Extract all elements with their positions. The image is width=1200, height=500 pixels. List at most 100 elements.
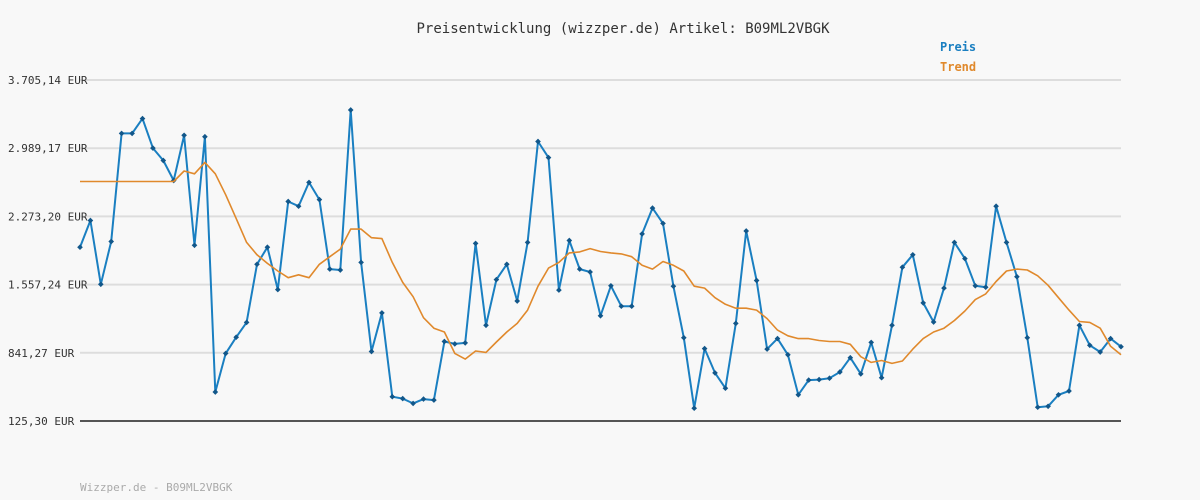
data-point-preis — [295, 203, 302, 210]
data-point-preis — [77, 244, 83, 251]
data-point-preis — [587, 269, 593, 275]
legend-item-trend: Trend — [940, 60, 976, 74]
data-point-preis — [87, 217, 94, 224]
data-point-preis — [576, 266, 583, 272]
data-point-preis — [670, 283, 677, 290]
data-point-preis — [930, 319, 937, 325]
data-point-preis — [389, 393, 396, 400]
data-point-preis — [97, 281, 104, 288]
data-point-preis — [139, 115, 146, 122]
y-tick-label: 2.273,20 EUR — [8, 210, 88, 223]
data-point-preis — [701, 345, 708, 352]
data-point-preis — [597, 312, 604, 319]
data-point-preis — [503, 261, 510, 268]
footer-text: Wizzper.de - B09ML2VBGK — [80, 481, 233, 494]
data-point-preis — [868, 339, 875, 346]
series-group — [77, 107, 1124, 412]
y-tick-label: 2.989,17 EUR — [8, 142, 88, 155]
data-point-preis — [649, 205, 656, 211]
data-point-preis — [993, 203, 999, 210]
data-point-preis — [472, 240, 479, 247]
data-point-preis — [243, 319, 250, 326]
data-point-preis — [878, 374, 885, 381]
y-tick-label: 841,27 EUR — [8, 347, 75, 360]
data-point-preis — [743, 228, 750, 234]
data-point-preis — [972, 282, 979, 289]
data-point-preis — [306, 179, 312, 186]
data-point-preis — [129, 130, 135, 137]
data-point-preis — [1003, 239, 1010, 246]
data-point-preis — [150, 145, 156, 151]
legend-item-preis: Preis — [940, 40, 976, 54]
data-point-preis — [691, 405, 698, 412]
data-point-preis — [566, 237, 573, 244]
data-point-preis — [1086, 342, 1093, 349]
data-point-preis — [951, 239, 958, 246]
data-point-preis — [1034, 404, 1041, 411]
data-point-preis — [462, 340, 469, 346]
series-line-trend — [80, 161, 1122, 365]
data-point-preis — [837, 369, 843, 375]
data-point-preis — [909, 251, 916, 258]
data-point-preis — [1045, 403, 1051, 410]
data-point-preis — [785, 351, 791, 358]
data-point-preis — [222, 350, 229, 357]
data-point-preis — [680, 334, 687, 341]
data-point-preis — [285, 198, 292, 205]
data-point-preis — [847, 354, 854, 361]
y-tick-label: 3.705,14 EUR — [8, 74, 88, 87]
y-axis-labels: 125,30 EUR 841,27 EUR 1.557,24 EUR 2.273,20… — [8, 74, 88, 428]
data-point-preis — [233, 334, 240, 341]
data-point-preis — [316, 196, 323, 203]
data-point-preis — [535, 138, 541, 145]
data-point-preis — [1118, 343, 1124, 350]
data-point-preis — [1055, 391, 1062, 398]
data-point-preis — [660, 220, 666, 227]
data-point-preis — [774, 335, 781, 342]
data-point-preis — [732, 320, 739, 327]
data-point-preis — [1107, 335, 1114, 342]
data-point-preis — [347, 107, 354, 113]
data-point-preis — [816, 376, 822, 383]
data-point-preis — [608, 282, 614, 289]
data-point-preis — [399, 395, 406, 402]
data-point-preis — [191, 242, 198, 249]
y-tick-label: 125,30 EUR — [8, 415, 75, 428]
data-point-preis — [556, 287, 562, 293]
data-point-preis — [514, 298, 521, 304]
data-point-preis — [889, 322, 895, 329]
data-point-preis — [379, 310, 385, 316]
chart-title: Preisentwicklung (wizzper.de) Artikel: B… — [416, 21, 830, 37]
data-point-preis — [1076, 322, 1083, 329]
data-point-preis — [805, 377, 812, 383]
data-point-preis — [212, 389, 219, 395]
data-point-preis — [1014, 273, 1020, 280]
data-point-preis — [274, 286, 281, 293]
data-point-preis — [358, 259, 364, 266]
data-point-preis — [431, 397, 437, 403]
data-point-preis — [181, 132, 187, 139]
data-point-preis — [639, 231, 645, 237]
data-point-preis — [857, 371, 864, 377]
data-point-preis — [160, 157, 167, 164]
data-point-preis — [795, 391, 802, 398]
data-point-preis — [618, 303, 625, 310]
data-point-preis — [441, 338, 448, 345]
data-point-preis — [254, 261, 260, 268]
data-point-preis — [764, 346, 770, 352]
data-point-preis — [826, 375, 833, 382]
data-point-preis — [264, 244, 271, 251]
data-point-preis — [326, 266, 333, 272]
data-point-preis — [982, 284, 989, 291]
data-point-preis — [899, 264, 906, 271]
data-point-preis — [545, 154, 552, 161]
data-point-preis — [483, 322, 489, 329]
data-point-preis — [722, 385, 729, 392]
data-point-preis — [368, 348, 375, 355]
data-point-preis — [118, 130, 125, 137]
data-point-preis — [1066, 388, 1072, 394]
data-point-preis — [712, 370, 718, 376]
data-point-preis — [920, 300, 927, 306]
data-point-preis — [941, 285, 947, 291]
